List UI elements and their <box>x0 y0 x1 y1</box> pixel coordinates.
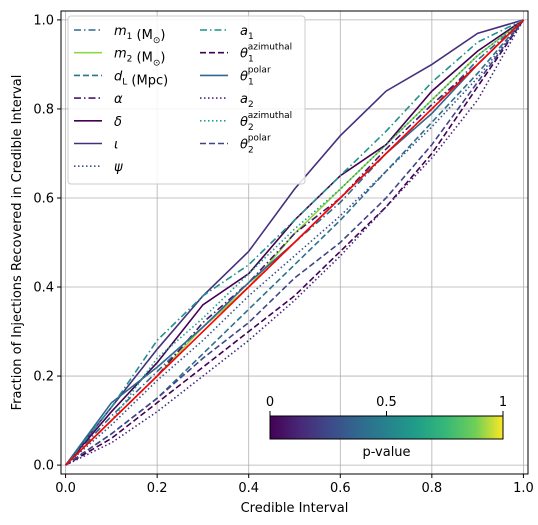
y-tick-label-3: 0.6 <box>33 191 54 206</box>
legend-label-0: m1 (M⊙) <box>114 24 165 46</box>
legend-entry-7: a1 <box>200 24 254 42</box>
x-tick-label-4: 0.8 <box>422 481 443 496</box>
legend-entry-5: ι <box>74 138 118 153</box>
series-line-8 <box>65 19 525 466</box>
legend-entry-0: m1 (M⊙) <box>74 24 165 46</box>
legend-label-4: δ <box>114 115 122 130</box>
legend: m1 (M⊙)m2 (M⊙)dL (Mpc)αδιψa1θ1azimuthalθ… <box>67 15 306 185</box>
x-tick-label-3: 0.6 <box>330 481 351 496</box>
x-axis-label: Credible Interval <box>241 501 349 516</box>
legend-label-6: ψ <box>114 160 123 175</box>
legend-entry-11: θ2azimuthal <box>200 111 292 133</box>
legend-entry-3: α <box>74 92 123 107</box>
series-line-12 <box>65 19 525 466</box>
legend-entry-6: ψ <box>74 160 123 175</box>
colorbar-tick-label-2: 1 <box>499 395 507 410</box>
diagonal-reference-line <box>65 19 524 466</box>
legend-label-5: ι <box>114 138 118 153</box>
legend-entry-1: m2 (M⊙) <box>74 47 165 69</box>
legend-label-10: a2 <box>240 92 254 110</box>
series-line-6 <box>65 19 525 466</box>
colorbar-label: p-value <box>362 445 410 460</box>
colorbar: 0 0.5 1 p-value <box>266 395 507 460</box>
y-tick-label-5: 1.0 <box>33 13 54 28</box>
legend-label-11: θ2azimuthal <box>240 111 292 133</box>
x-tick-label-2: 0.4 <box>238 481 259 496</box>
y-axis-label: Fraction of Injections Recovered in Cred… <box>10 75 25 411</box>
legend-frame <box>67 15 306 185</box>
legend-label-2: dL (Mpc) <box>114 69 168 88</box>
legend-label-8: θ1azimuthal <box>240 43 292 65</box>
y-tick-label-0: 0.0 <box>33 459 54 474</box>
x-tick-label-1: 0.2 <box>147 481 168 496</box>
y-tick-label-1: 0.2 <box>33 370 54 385</box>
x-axis-ticks: 0.0 0.2 0.4 0.6 0.8 1.0 <box>55 474 534 496</box>
x-tick-label-5: 1.0 <box>513 481 534 496</box>
legend-label-12: θ2polar <box>240 134 271 156</box>
series-line-7 <box>64 19 524 466</box>
legend-entry-9: θ1polar <box>200 65 271 87</box>
legend-label-7: a1 <box>240 24 254 42</box>
legend-label-9: θ1polar <box>240 65 271 87</box>
colorbar-gradient <box>269 415 504 440</box>
colorbar-tick-label-1: 0.5 <box>376 395 397 410</box>
x-tick-label-0: 0.0 <box>55 481 76 496</box>
legend-entry-12: θ2polar <box>200 134 271 156</box>
legend-entry-4: δ <box>74 115 122 130</box>
plot-frame <box>60 10 529 475</box>
legend-entry-2: dL (Mpc) <box>74 69 168 88</box>
series-line-5 <box>64 19 524 466</box>
y-tick-label-2: 0.4 <box>33 281 54 296</box>
y-axis-ticks: 0.0 0.2 0.4 0.6 0.8 1.0 <box>33 13 61 474</box>
legend-entry-8: θ1azimuthal <box>200 43 292 65</box>
legend-entry-10: a2 <box>200 92 254 110</box>
y-tick-label-4: 0.8 <box>33 102 54 117</box>
colorbar-tick-label-0: 0 <box>266 395 274 410</box>
legend-label-3: α <box>114 92 123 107</box>
series-layer <box>64 19 525 466</box>
legend-label-1: m2 (M⊙) <box>114 47 165 69</box>
